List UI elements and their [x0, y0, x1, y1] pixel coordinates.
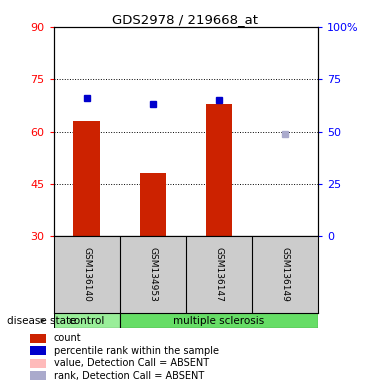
- Text: count: count: [54, 333, 81, 343]
- Bar: [30, 371, 46, 381]
- Bar: [120, 313, 318, 328]
- Text: rank, Detection Call = ABSENT: rank, Detection Call = ABSENT: [54, 371, 204, 381]
- Bar: [54, 313, 120, 328]
- Bar: [206, 104, 232, 236]
- Text: disease state: disease state: [7, 316, 77, 326]
- Text: percentile rank within the sample: percentile rank within the sample: [54, 346, 219, 356]
- Text: GSM136149: GSM136149: [280, 247, 290, 302]
- Bar: [139, 174, 166, 236]
- Text: GSM134953: GSM134953: [148, 247, 157, 302]
- Text: multiple sclerosis: multiple sclerosis: [174, 316, 265, 326]
- Text: GSM136147: GSM136147: [215, 247, 223, 302]
- Text: GDS2978 / 219668_at: GDS2978 / 219668_at: [112, 13, 258, 26]
- Bar: [30, 346, 46, 356]
- Bar: [30, 334, 46, 343]
- Bar: [30, 359, 46, 368]
- Bar: [74, 121, 100, 236]
- Text: GSM136140: GSM136140: [82, 247, 91, 302]
- Text: control: control: [68, 316, 105, 326]
- Text: value, Detection Call = ABSENT: value, Detection Call = ABSENT: [54, 358, 209, 368]
